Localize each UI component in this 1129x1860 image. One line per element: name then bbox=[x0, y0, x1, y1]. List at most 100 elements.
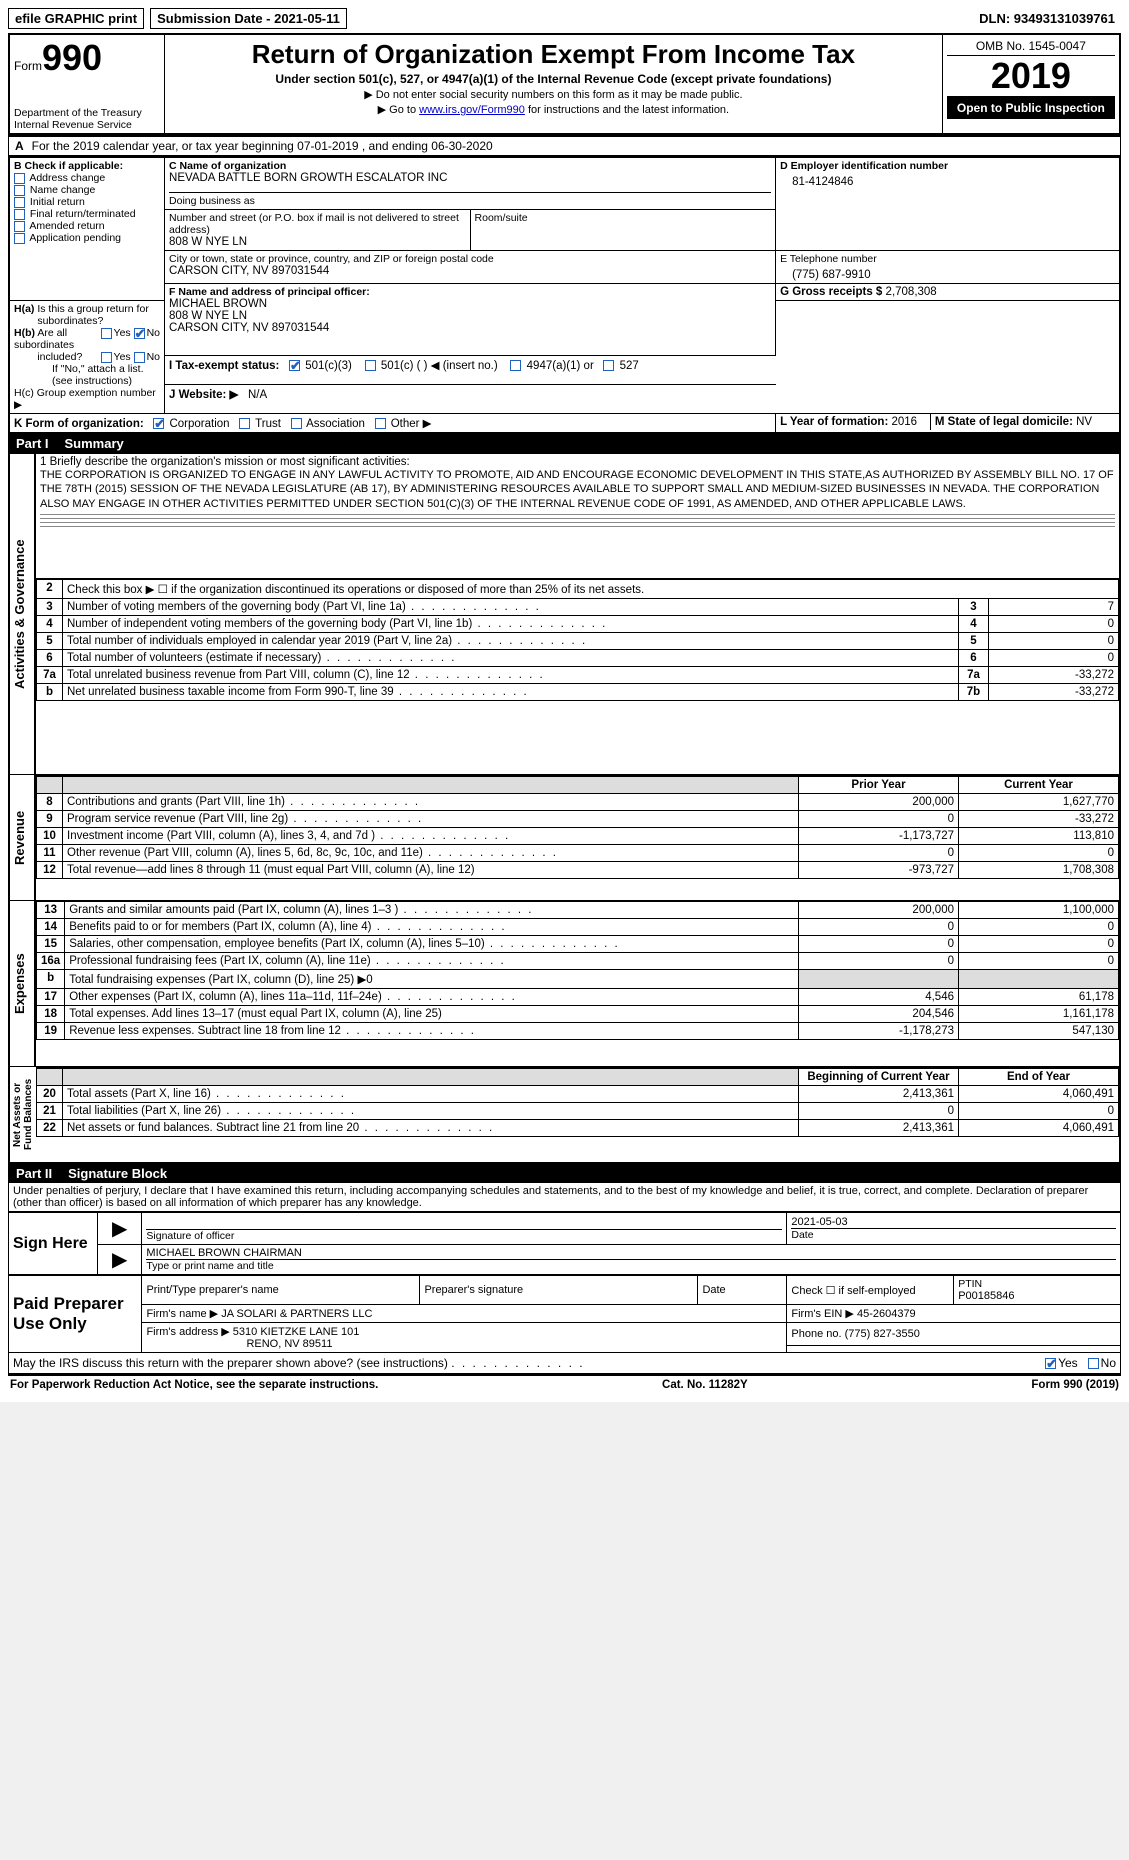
l16bd: Total fundraising expenses (Part IX, col… bbox=[65, 970, 799, 989]
name-change-check[interactable] bbox=[14, 185, 25, 196]
end-year-hdr: End of Year bbox=[959, 1068, 1119, 1086]
netassets-lines: Beginning of Current YearEnd of Year 20T… bbox=[35, 1067, 1120, 1164]
header-left: Form990 Department of the Treasury Inter… bbox=[9, 34, 165, 134]
discuss-yes-check[interactable] bbox=[1045, 1358, 1056, 1369]
sig-officer-cell: Signature of officer bbox=[142, 1213, 787, 1245]
gross-label: G Gross receipts $ bbox=[780, 286, 882, 298]
l16ac: 0 bbox=[959, 953, 1119, 970]
l22c: 4,060,491 bbox=[959, 1120, 1119, 1137]
l9n: 9 bbox=[37, 811, 63, 828]
l21p: 0 bbox=[799, 1103, 959, 1120]
current-year-hdr: Current Year bbox=[959, 776, 1119, 794]
assoc-check[interactable] bbox=[291, 418, 302, 429]
firm-addr-cell: Firm's address ▶ 5310 KIETZKE LANE 101 R… bbox=[142, 1323, 787, 1353]
city-label: City or town, state or province, country… bbox=[169, 253, 771, 265]
goto-post: for instructions and the latest informat… bbox=[525, 104, 729, 116]
other-check[interactable] bbox=[375, 418, 386, 429]
l14p: 0 bbox=[799, 919, 959, 936]
corp-check[interactable] bbox=[153, 418, 164, 429]
l15n: 15 bbox=[37, 936, 65, 953]
ein-label2: Firm's EIN ▶ bbox=[791, 1308, 854, 1320]
4947-check[interactable] bbox=[510, 360, 521, 371]
l18d: Total expenses. Add lines 13–17 (must eq… bbox=[65, 1006, 799, 1023]
discuss-yes: Yes bbox=[1058, 1356, 1078, 1370]
top-bar: efile GRAPHIC print Submission Date - 20… bbox=[8, 8, 1121, 29]
revenue-lines: Prior YearCurrent Year 8Contributions an… bbox=[35, 775, 1120, 901]
l14c: 0 bbox=[959, 919, 1119, 936]
l17p: 4,546 bbox=[799, 989, 959, 1006]
goto-note: ▶ Go to www.irs.gov/Form990 for instruct… bbox=[169, 103, 938, 116]
l16bp bbox=[799, 970, 959, 989]
l8n: 8 bbox=[37, 794, 63, 811]
form-label: Form bbox=[14, 59, 42, 73]
l10c: 113,810 bbox=[959, 828, 1119, 845]
begin-year-hdr: Beginning of Current Year bbox=[799, 1068, 959, 1086]
trust-check[interactable] bbox=[239, 418, 250, 429]
dln: DLN: 93493131039761 bbox=[973, 9, 1121, 28]
firm-addr-label: Firm's address ▶ bbox=[146, 1326, 229, 1338]
l18p: 204,546 bbox=[799, 1006, 959, 1023]
hc: H(c) Group exemption number ▶ bbox=[14, 387, 160, 411]
l11c: 0 bbox=[959, 845, 1119, 862]
signature-declaration: Under penalties of perjury, I declare th… bbox=[8, 1183, 1121, 1212]
hb-yes-check[interactable] bbox=[101, 352, 112, 363]
501c-check[interactable] bbox=[365, 360, 376, 371]
yof: 2016 bbox=[891, 416, 917, 428]
l13d: Grants and similar amounts paid (Part IX… bbox=[65, 902, 799, 919]
l15p: 0 bbox=[799, 936, 959, 953]
l20n: 20 bbox=[37, 1086, 63, 1103]
501c: 501(c) ( ) ◀ (insert no.) bbox=[381, 360, 498, 372]
app-pending-check[interactable] bbox=[14, 233, 25, 244]
ha-no-check[interactable] bbox=[134, 328, 145, 339]
hb-no-check[interactable] bbox=[134, 352, 145, 363]
name-change: Name change bbox=[30, 184, 95, 196]
l6b: 6 bbox=[959, 650, 989, 667]
527-check[interactable] bbox=[603, 360, 614, 371]
gov-lines: 2Check this box ▶ ☐ if the organization … bbox=[35, 579, 1120, 775]
prep-sig-hdr: Preparer's signature bbox=[420, 1276, 698, 1305]
l18n: 18 bbox=[37, 1006, 65, 1023]
501c3-check[interactable] bbox=[289, 360, 300, 371]
l12p: -973,727 bbox=[799, 862, 959, 879]
ha-yes-check[interactable] bbox=[101, 328, 112, 339]
tax-year: 2019 bbox=[947, 56, 1115, 97]
city-value: CARSON CITY, NV 897031544 bbox=[169, 265, 771, 277]
ptin-cell: PTINP00185846 bbox=[954, 1276, 1121, 1305]
website-value: N/A bbox=[248, 389, 267, 401]
initial-return: Initial return bbox=[30, 196, 85, 208]
header-right: OMB No. 1545-0047 2019 Open to Public In… bbox=[942, 34, 1120, 134]
footer-mid: Cat. No. 11282Y bbox=[662, 1379, 748, 1391]
irs-link[interactable]: www.irs.gov/Form990 bbox=[419, 104, 525, 116]
l20d: Total assets (Part X, line 16) bbox=[63, 1086, 799, 1103]
firm-label: Firm's name ▶ bbox=[146, 1308, 218, 1320]
firm-ein: 45-2604379 bbox=[857, 1308, 916, 1320]
l3d: Number of voting members of the governin… bbox=[63, 599, 959, 616]
room-label: Room/suite bbox=[475, 212, 772, 224]
l7bv: -33,272 bbox=[989, 684, 1119, 701]
addr-change-check[interactable] bbox=[14, 173, 25, 184]
hb-no: No bbox=[147, 351, 160, 363]
l6n: 6 bbox=[37, 650, 63, 667]
l4d: Number of independent voting members of … bbox=[63, 616, 959, 633]
paid-label: Paid Preparer Use Only bbox=[9, 1276, 142, 1353]
sig-date-label: Date bbox=[791, 1228, 1116, 1241]
other: Other ▶ bbox=[391, 418, 432, 430]
sig-name-label: Type or print name and title bbox=[146, 1259, 1116, 1272]
l7an: 7a bbox=[37, 667, 63, 684]
l15d: Salaries, other compensation, employee b… bbox=[65, 936, 799, 953]
firm-addr2: RENO, NV 89511 bbox=[246, 1338, 332, 1350]
501c3: 501(c)(3) bbox=[305, 360, 352, 372]
l8d: Contributions and grants (Part VIII, lin… bbox=[63, 794, 799, 811]
gross-value: 2,708,308 bbox=[886, 286, 937, 298]
final-return-check[interactable] bbox=[14, 209, 25, 220]
l21n: 21 bbox=[37, 1103, 63, 1120]
527: 527 bbox=[620, 360, 639, 372]
discuss-line: May the IRS discuss this return with the… bbox=[8, 1353, 1121, 1374]
dept-treasury: Department of the Treasury Internal Reve… bbox=[14, 107, 160, 131]
sig-name: MICHAEL BROWN CHAIRMAN bbox=[146, 1247, 1116, 1259]
initial-return-check[interactable] bbox=[14, 197, 25, 208]
amended-check[interactable] bbox=[14, 221, 25, 232]
line-a-text: For the 2019 calendar year, or tax year … bbox=[32, 139, 493, 153]
discuss-no-check[interactable] bbox=[1088, 1358, 1099, 1369]
l3b: 3 bbox=[959, 599, 989, 616]
